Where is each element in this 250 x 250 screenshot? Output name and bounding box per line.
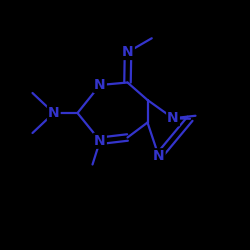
Text: N: N [122, 45, 134, 59]
Text: N: N [94, 134, 106, 148]
Text: N: N [48, 106, 60, 120]
Text: N: N [153, 149, 164, 163]
Text: N: N [94, 78, 106, 92]
Text: N: N [167, 111, 179, 125]
